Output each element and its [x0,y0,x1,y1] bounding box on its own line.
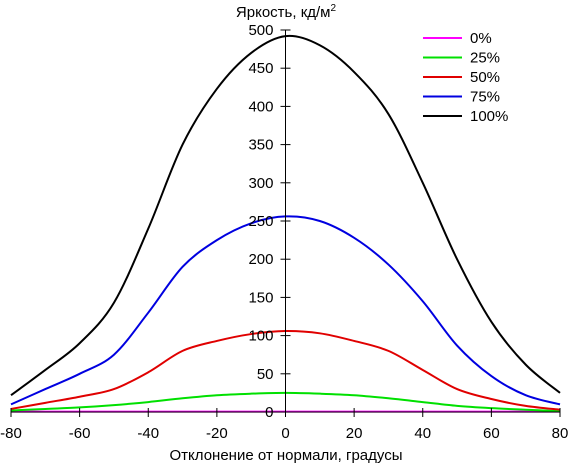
y-axis-title-text: Яркость, кд/м [236,4,331,21]
y-tick-label: 0 [265,404,273,421]
y-tick-label: 400 [248,98,273,115]
x-axis-title: Отклонение от нормали, градусы [170,447,403,464]
y-tick-label: 450 [248,60,273,77]
x-tick-label: 0 [281,425,289,442]
y-tick-label: 200 [248,251,273,268]
x-tick-label: 20 [346,425,363,442]
x-tick-label: -40 [137,425,159,442]
axes-layer: -80 -60 -40 -20 0 20 40 60 80 0 50 100 150 200 250 300 3… [0,22,568,442]
x-tick-label: -20 [206,425,228,442]
y-tick-label: 300 [248,175,273,192]
y-tick-label: 100 [248,328,273,345]
y-tick-label: 250 [248,213,273,230]
y-tick-label: 50 [257,366,274,383]
y-tick-label: 150 [248,289,273,306]
x-tick-label: 80 [552,425,568,442]
y-axis-title: Яркость, кд/м2 [236,3,337,21]
y-tick-label: 350 [248,137,273,154]
legend-label-1: 25% [470,50,500,67]
x-tick-label: 40 [414,425,431,442]
legend-label-4: 100% [470,108,508,125]
legend-label-0: 0% [470,30,492,47]
x-tick-label: 60 [483,425,500,442]
x-tick-label: -80 [0,425,22,442]
x-tick-label: -60 [69,425,91,442]
y-axis-title-superscript: 2 [331,3,337,14]
legend-label-2: 50% [470,69,500,86]
y-tick-label: 500 [248,22,273,39]
legend: 0% 25% 50% 75% 100% [423,30,508,125]
legend-label-3: 75% [470,89,500,106]
